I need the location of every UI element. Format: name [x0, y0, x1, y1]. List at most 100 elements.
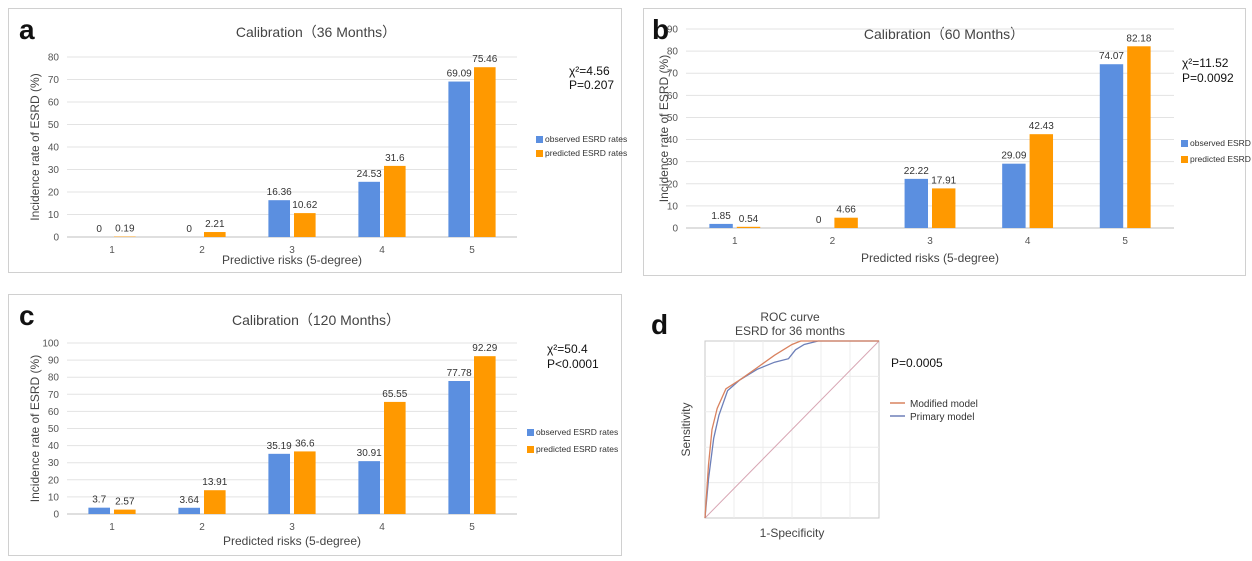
data-label: 24.53 — [357, 169, 382, 180]
legend-label: predicted ESRD rates — [536, 444, 618, 454]
observed-bar — [178, 507, 200, 514]
x-tick-label: 1 — [109, 245, 115, 256]
data-label: 22.22 — [904, 166, 929, 177]
data-label: 4.66 — [836, 205, 856, 216]
predicted-bar — [384, 165, 406, 237]
legend-swatch — [1181, 140, 1188, 147]
y-tick-label: 80 — [48, 53, 60, 64]
calibration-120-chart: c Calibration（120 Months） 0 10 20 30 40 50 60 70 8… — [19, 300, 618, 548]
calibration-60-panel: b Calibration（60 Months） 0 10 20 30 40 50 60 70 80… — [643, 8, 1252, 276]
observed-bar — [1002, 163, 1026, 228]
y-tick-label: 30 — [48, 458, 60, 469]
calibration-120-panel: c Calibration（120 Months） 0 10 20 30 40 50 60 70 8… — [8, 294, 622, 556]
p-value-stat: P<0.0001 — [547, 357, 599, 371]
y-tick-label: 60 — [667, 91, 679, 102]
modified-model-curve — [704, 340, 879, 519]
legend-label: observed ESRD rates — [545, 134, 627, 144]
x-tick-label: 3 — [289, 245, 295, 256]
y-tick-label: 60 — [48, 98, 60, 109]
chart-title: Calibration（60 Months） — [864, 26, 1024, 42]
y-tick-label: 80 — [667, 47, 679, 58]
roc-curve-panel: d ROC curve ESRD for 36 months P=0.0005 Modi… — [643, 294, 1246, 556]
x-axis-label: Predictive risks (5-degree) — [222, 253, 362, 267]
y-tick-label: 30 — [667, 157, 679, 168]
x-tick-label: 2 — [199, 522, 205, 533]
chart-title: ROC curve — [760, 310, 820, 324]
y-tick-label: 50 — [48, 120, 60, 131]
p-value-stat: P=0.207 — [569, 78, 614, 92]
legend-label: predicted ESRD rates — [545, 148, 627, 158]
data-label: 0 — [96, 224, 102, 235]
y-tick-label: 0 — [672, 224, 678, 235]
observed-bar — [709, 223, 733, 228]
legend-label: Primary model — [910, 412, 974, 423]
observed-bar — [448, 380, 470, 514]
data-label: 69.09 — [447, 69, 472, 80]
y-tick-label: 90 — [48, 356, 60, 367]
observed-bar — [1099, 64, 1124, 229]
calibration-36-panel: a Calibration（36 Months） 0 10 20 30 40 50 60 70 80… — [8, 8, 627, 273]
x-axis-label: 1-Specificity — [760, 526, 825, 540]
data-label: 36.6 — [295, 438, 315, 449]
data-label: 31.6 — [385, 153, 405, 164]
legend-label: observed ESRD rates — [536, 427, 618, 437]
x-tick-label: 2 — [830, 236, 836, 247]
y-tick-label: 100 — [42, 339, 59, 350]
data-label: 35.19 — [267, 441, 292, 452]
y-axis-label: Incidence rate of ESRD (%) — [28, 355, 42, 502]
predicted-bar — [294, 451, 316, 514]
predicted-bar — [1029, 134, 1054, 228]
legend-swatch — [536, 136, 543, 143]
y-tick-label: 70 — [48, 390, 60, 401]
x-tick-label: 5 — [1122, 236, 1128, 247]
predicted-bar — [204, 232, 226, 237]
data-label: 0.54 — [739, 214, 759, 225]
y-tick-label: 10 — [48, 210, 60, 221]
predicted-bar — [294, 213, 316, 237]
observed-bar — [904, 178, 928, 228]
legend-swatch — [536, 150, 543, 157]
data-label: 82.18 — [1126, 33, 1151, 44]
y-axis-label: Incidence rate of ESRD (%) — [28, 73, 42, 220]
calibration-36-chart: a Calibration（36 Months）01020304050607080… — [19, 14, 627, 267]
y-tick-label: 10 — [667, 201, 679, 212]
chart-subtitle: ESRD for 36 months — [735, 324, 845, 338]
predicted-bar — [114, 509, 136, 514]
y-tick-label: 50 — [48, 424, 60, 435]
y-tick-label: 90 — [667, 25, 679, 36]
predicted-bar — [204, 490, 226, 514]
observed-bar — [358, 181, 380, 237]
panel-letter: c — [19, 300, 35, 331]
legend-swatch — [527, 446, 534, 453]
panel-letter: d — [651, 309, 668, 340]
data-label: 30.91 — [357, 448, 382, 459]
predicted-bar — [474, 67, 496, 237]
y-tick-label: 40 — [667, 135, 679, 146]
data-label: 3.7 — [92, 495, 106, 506]
data-label: 92.29 — [472, 343, 497, 354]
legend-label: predicted ESRD rates — [1190, 154, 1252, 164]
data-label: 0 — [816, 215, 822, 226]
x-tick-label: 1 — [109, 522, 115, 533]
y-tick-label: 70 — [48, 75, 60, 86]
y-tick-label: 40 — [48, 143, 60, 154]
chart-title: Calibration（120 Months） — [232, 312, 400, 328]
data-label: 2.57 — [115, 497, 135, 508]
legend-swatch — [527, 429, 534, 436]
data-label: 29.09 — [1001, 151, 1026, 162]
data-label: 2.21 — [205, 219, 225, 230]
predicted-bar — [474, 356, 496, 514]
p-value-stat: P=0.0092 — [1182, 71, 1234, 85]
calibration-60-chart: b Calibration（60 Months）01020304050607080… — [652, 14, 1252, 265]
p-value-stat: P=0.0005 — [891, 356, 943, 370]
x-tick-label: 4 — [1025, 236, 1031, 247]
predicted-bar — [1127, 46, 1151, 228]
data-label: 3.64 — [179, 495, 199, 506]
chart-title: Calibration（36 Months） — [236, 24, 396, 40]
data-label: 1.85 — [711, 211, 731, 222]
y-tick-label: 30 — [48, 165, 60, 176]
x-tick-label: 5 — [469, 522, 475, 533]
legend-label: Modified model — [910, 399, 978, 410]
observed-bar — [268, 453, 290, 514]
panel-letter: a — [19, 14, 35, 45]
